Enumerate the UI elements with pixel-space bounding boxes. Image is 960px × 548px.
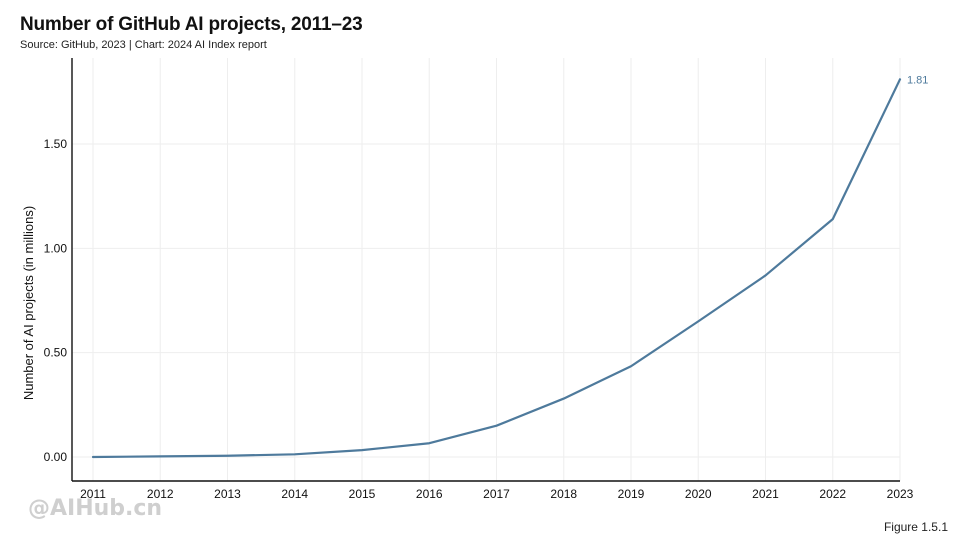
- y-tick-label: 0.00: [44, 450, 68, 464]
- grid-lines: [72, 58, 901, 481]
- x-tick-label: 2018: [550, 487, 577, 501]
- x-tick-label: 2014: [281, 487, 308, 501]
- x-tick-label: 2017: [483, 487, 510, 501]
- series-group: 1.81: [91, 74, 928, 459]
- x-tick-label: 2013: [214, 487, 241, 501]
- chart-subtitle: Source: GitHub, 2023 | Chart: 2024 AI In…: [20, 39, 267, 51]
- x-tick-label: 2023: [887, 487, 914, 501]
- y-tick-label: 1.00: [44, 241, 68, 255]
- x-tick-label: 2011: [80, 487, 106, 501]
- figure-label: Figure 1.5.1: [883, 520, 948, 534]
- axes: [71, 58, 900, 482]
- x-tick-label: 2020: [685, 487, 712, 501]
- x-tick-label: 2015: [349, 487, 376, 501]
- x-tick-label: 2022: [819, 487, 846, 501]
- chart-title: Number of GitHub AI projects, 2011–23: [20, 14, 363, 35]
- x-tick-label: 2019: [618, 487, 645, 501]
- y-axis-ticks: 0.00 0.50 1.00 1.50: [44, 137, 68, 464]
- y-tick-label: 0.50: [44, 346, 68, 360]
- end-value-label: 1.81: [907, 74, 928, 86]
- x-tick-label: 2021: [752, 487, 779, 501]
- watermark: @AIHub.cn: [28, 496, 163, 521]
- y-tick-label: 1.50: [44, 137, 68, 151]
- y-axis-label: Number of AI projects (in millions): [21, 206, 36, 400]
- x-tick-label: 2012: [147, 487, 174, 501]
- x-tick-label: 2016: [416, 487, 443, 501]
- x-axis-ticks: 2011 2012 2013 2014 2015 2016 2017 2018 2019 2020…: [80, 487, 914, 501]
